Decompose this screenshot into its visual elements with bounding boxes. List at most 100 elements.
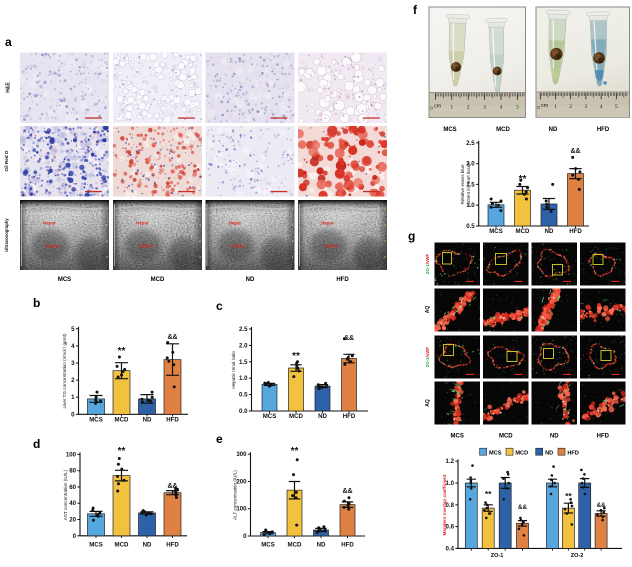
svg-text:MCD: MCD [515, 450, 528, 456]
svg-text:MCD: MCD [516, 228, 530, 235]
svg-text:AQ: AQ [425, 306, 431, 314]
svg-text:&&: && [344, 335, 354, 342]
svg-text:ND: ND [550, 434, 559, 440]
svg-text:ND: ND [246, 277, 255, 283]
svg-text:MCD: MCD [288, 542, 302, 549]
svg-text:2.5: 2.5 [466, 140, 475, 147]
svg-text:&&: && [570, 148, 580, 155]
svg-text:&&: && [518, 504, 527, 511]
svg-text:4: 4 [500, 105, 503, 111]
svg-text:0.5: 0.5 [239, 392, 248, 399]
svg-text:200: 200 [236, 479, 247, 486]
svg-text:MCD: MCD [115, 542, 129, 549]
svg-text:2.5: 2.5 [239, 326, 248, 333]
svg-text:ND: ND [317, 542, 326, 549]
svg-text:0.5: 0.5 [466, 223, 475, 230]
svg-text:e: e [216, 432, 223, 446]
svg-text:1.0: 1.0 [239, 375, 248, 382]
svg-text:d: d [33, 437, 40, 451]
svg-text:&&: && [167, 483, 177, 490]
svg-text:MCS: MCS [489, 228, 503, 235]
svg-text:g: g [408, 229, 415, 243]
svg-text:80: 80 [69, 468, 76, 475]
svg-text:ND: ND [318, 413, 327, 420]
svg-text:Kidney: Kidney [324, 244, 339, 249]
svg-text:MCD: MCD [499, 434, 513, 440]
svg-text:Kidney: Kidney [46, 244, 61, 249]
svg-text:HFD: HFD [597, 434, 610, 440]
svg-text:MCS: MCS [58, 277, 71, 283]
svg-text:cm: cm [434, 104, 441, 110]
svg-text:1.2: 1.2 [446, 458, 455, 465]
svg-text:1.5: 1.5 [239, 359, 248, 366]
svg-text:Kidney: Kidney [231, 244, 246, 249]
svg-text:MCS: MCS [489, 450, 502, 456]
svg-text:HFD: HFD [166, 542, 179, 549]
svg-text:300: 300 [236, 451, 247, 458]
svg-text:**: ** [291, 446, 299, 457]
svg-text:a: a [5, 35, 12, 49]
svg-text:MCS: MCS [89, 417, 103, 424]
svg-text:c: c [216, 299, 223, 313]
svg-text:Relative evans blue: Relative evans blue [460, 164, 465, 205]
svg-text:Hepar: Hepar [136, 221, 149, 226]
svg-text:HFD: HFD [569, 228, 582, 235]
svg-text:1: 1 [554, 104, 557, 110]
svg-text:MCS: MCS [261, 542, 275, 549]
svg-text:MCS: MCS [89, 542, 103, 549]
svg-text:MCD: MCD [115, 417, 129, 424]
svg-text:Oil Red O: Oil Red O [4, 150, 9, 171]
svg-text:AST concentration (IU/L): AST concentration (IU/L) [63, 469, 68, 520]
svg-text:2: 2 [467, 105, 470, 111]
svg-text:ZO-2/vWF: ZO-2/vWF [425, 346, 430, 367]
svg-text:100: 100 [66, 451, 77, 458]
svg-text:ZO-2: ZO-2 [571, 553, 584, 559]
svg-text:Ultrasonography: Ultrasonography [4, 218, 9, 252]
svg-text:MCS: MCS [443, 127, 456, 133]
svg-text:MCD: MCD [289, 413, 303, 420]
svg-text:2: 2 [569, 104, 572, 110]
svg-text:**: ** [565, 491, 572, 501]
svg-text:2.0: 2.0 [239, 342, 248, 349]
svg-text:ZO-1/vWF: ZO-1/vWF [425, 253, 430, 274]
svg-text:&&: && [342, 488, 352, 495]
svg-text:3: 3 [585, 104, 588, 110]
svg-text:HFD: HFD [597, 127, 610, 133]
svg-text:ALT concentration (IU/L): ALT concentration (IU/L) [233, 470, 238, 520]
svg-text:**: ** [118, 446, 126, 457]
svg-text:Manders overlap coefficient: Manders overlap coefficient [442, 474, 447, 535]
svg-text:HFD: HFD [341, 542, 354, 549]
svg-text:3: 3 [483, 105, 486, 111]
svg-text:AQ: AQ [425, 399, 431, 407]
svg-text:HFD: HFD [567, 450, 579, 456]
svg-text:b: b [33, 296, 40, 310]
svg-text:0: 0 [537, 105, 540, 110]
svg-text:ND: ND [143, 417, 152, 424]
svg-text:ND: ND [549, 127, 558, 133]
svg-text:4: 4 [600, 104, 603, 110]
svg-text:Hepar: Hepar [43, 221, 56, 226]
svg-text:60: 60 [69, 484, 76, 491]
svg-text:cm: cm [541, 103, 548, 109]
svg-text:Liver TG concentration (nmol /: Liver TG concentration (nmol / gprot) [62, 333, 67, 408]
svg-text:HFD: HFD [343, 413, 356, 420]
svg-text:Hepar: Hepar [321, 221, 334, 226]
svg-text:ND: ND [545, 450, 553, 456]
svg-text:0: 0 [430, 106, 433, 111]
svg-text:20: 20 [69, 517, 76, 524]
svg-text:MCS: MCS [451, 434, 464, 440]
svg-text:MCD: MCD [151, 277, 165, 283]
svg-text:**: ** [519, 174, 527, 185]
svg-text:40: 40 [69, 500, 76, 507]
svg-text:5: 5 [615, 104, 618, 110]
svg-text:ND: ND [545, 228, 554, 235]
svg-text:&&: && [597, 502, 606, 509]
svg-text:5: 5 [516, 105, 519, 111]
svg-text:**: ** [118, 346, 126, 357]
svg-text:**: ** [292, 351, 300, 362]
svg-text:0.0: 0.0 [239, 408, 248, 415]
svg-text:&&: && [167, 334, 177, 341]
svg-text:HFD: HFD [336, 277, 349, 283]
svg-text:0.4: 0.4 [446, 545, 455, 552]
svg-text:100: 100 [236, 506, 247, 513]
